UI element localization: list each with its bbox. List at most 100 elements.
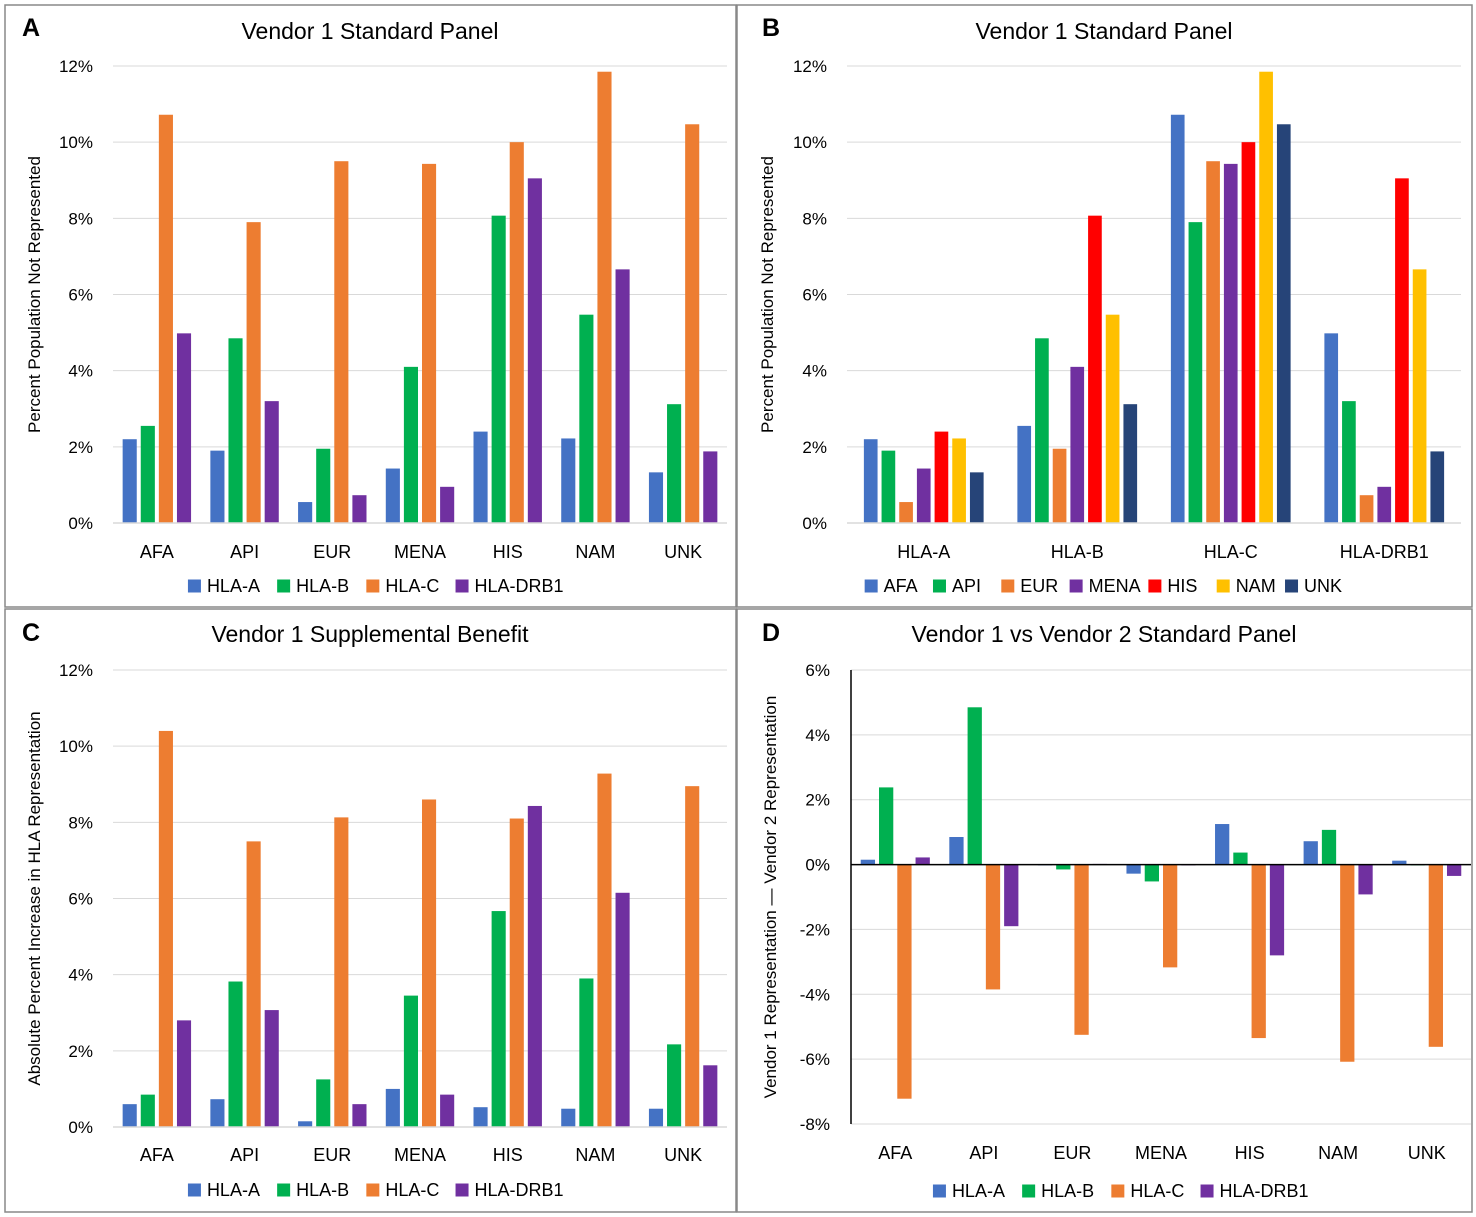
x-tick-label: UNK <box>1408 1143 1446 1163</box>
bar-mena-hla-drb1 <box>1377 486 1392 523</box>
legend-label-hla-b: HLA-B <box>296 1180 349 1200</box>
x-tick-label: EUR <box>1053 1143 1091 1163</box>
x-tick-label: EUR <box>313 1145 351 1165</box>
bar-hla-c-his <box>1251 864 1266 1039</box>
bar-eur-hla-c <box>1206 161 1220 524</box>
bar-hla-b-nam <box>579 978 594 1127</box>
bar-hla-c-afa <box>158 114 173 523</box>
y-tick-label: 4% <box>68 966 93 985</box>
bar-hla-a-mena <box>385 1088 400 1127</box>
bar-hla-drb1-nam <box>615 269 630 523</box>
legend-swatch-hla-a <box>932 1184 946 1198</box>
legend-swatch-hla-a <box>187 579 201 593</box>
bar-api-hla-a <box>881 450 896 523</box>
chart-title: Vendor 1 Standard Panel <box>241 18 498 44</box>
legend-swatch-afa <box>864 579 878 593</box>
bar-eur-hla-drb1 <box>1359 495 1374 523</box>
x-tick-label: HIS <box>1235 1143 1265 1163</box>
bar-api-hla-b <box>1035 338 1049 523</box>
chart-title: Vendor 1 vs Vendor 2 Standard Panel <box>912 621 1297 647</box>
legend-swatch-hla-b <box>277 1183 291 1197</box>
legend-label-hla-a: HLA-A <box>207 576 260 596</box>
legend-label-nam: NAM <box>1236 576 1276 596</box>
panel-letter: A <box>22 14 40 42</box>
bar-hla-c-api <box>246 841 261 1127</box>
x-tick-label: HLA-B <box>1051 542 1104 562</box>
legend-swatch-nam <box>1216 579 1230 593</box>
bar-hla-a-nam <box>561 438 576 523</box>
legend-swatch-hla-a <box>187 1183 201 1197</box>
bar-nam-hla-drb1 <box>1412 269 1427 523</box>
y-axis-label: Percent Population Not Represented <box>758 156 777 433</box>
bar-hla-drb1-his <box>527 178 542 524</box>
y-tick-label: 12% <box>59 57 93 76</box>
x-tick-label: HIS <box>493 1145 523 1165</box>
bar-hla-b-nam <box>579 314 594 523</box>
y-tick-label: 12% <box>59 661 93 680</box>
y-tick-label: 2% <box>805 791 830 810</box>
bar-eur-hla-a <box>899 502 913 523</box>
bar-hla-c-mena <box>422 163 437 524</box>
x-tick-label: NAM <box>575 1145 615 1165</box>
chart-title: Vendor 1 Supplemental Benefit <box>211 621 529 647</box>
panel-border <box>4 608 737 1213</box>
legend: AFA API EUR MENA HIS NAM UNK <box>864 576 1342 596</box>
bar-hla-c-his <box>509 142 524 523</box>
bar-hla-c-api <box>985 864 1001 990</box>
legend-label-hla-c: HLA-C <box>385 576 439 596</box>
panel-b: B Vendor 1 Standard Panel 0% 2% 4% 6% 8% 10% 12%… <box>736 4 1473 608</box>
legend-label-his: HIS <box>1167 576 1197 596</box>
legend-swatch-unk <box>1285 579 1299 593</box>
y-tick-label: 6% <box>805 661 830 680</box>
x-tick-label: HLA-A <box>897 542 950 562</box>
bar-hla-drb1-eur <box>352 1104 367 1127</box>
bar-hla-a-unk <box>648 472 664 523</box>
bar-hla-b-his <box>1233 852 1248 865</box>
bar-hla-c-unk <box>685 786 700 1127</box>
bar-api-hla-drb1 <box>1342 401 1356 523</box>
bar-unk-hla-drb1 <box>1430 451 1445 523</box>
legend-label-unk: UNK <box>1304 576 1342 596</box>
bar-his-hla-c <box>1241 142 1256 523</box>
x-tick-label: NAM <box>1318 1143 1358 1163</box>
bar-hla-b-afa <box>140 425 155 523</box>
legend-swatch-hla-c <box>366 579 380 593</box>
bar-hla-a-unk <box>648 1108 664 1127</box>
bar-hla-a-his <box>473 1107 488 1127</box>
legend-label-hla-drb1: HLA-DRB1 <box>475 576 564 596</box>
bar-hla-b-mena <box>403 366 418 523</box>
bar-nam-hla-a <box>952 438 966 523</box>
panel-letter: C <box>22 619 40 647</box>
bar-hla-b-eur <box>316 448 331 523</box>
x-tick-label: AFA <box>878 1143 912 1163</box>
legend-swatch-hla-drb1 <box>455 579 469 593</box>
y-tick-label: 0% <box>805 856 830 875</box>
bar-unk-hla-c <box>1276 124 1291 523</box>
legend-label-eur: EUR <box>1020 576 1058 596</box>
legend-swatch-api <box>932 579 946 593</box>
y-tick-label: 0% <box>68 1118 93 1137</box>
bar-hla-b-eur <box>1056 864 1071 870</box>
bar-hla-a-unk <box>1392 860 1407 865</box>
bar-hla-drb1-afa <box>176 333 192 523</box>
y-tick-label: 8% <box>68 813 93 832</box>
bar-hla-c-mena <box>422 799 437 1127</box>
y-tick-label: 8% <box>802 209 827 228</box>
bar-hla-drb1-afa <box>915 857 930 865</box>
bar-hla-c-nam <box>1340 864 1355 1062</box>
legend-swatch-hla-b <box>277 579 291 593</box>
bar-hla-a-eur <box>298 1121 313 1127</box>
bar-hla-c-eur <box>334 817 349 1127</box>
bar-afa-hla-b <box>1017 425 1032 523</box>
bar-hla-a-his <box>473 431 488 523</box>
bar-hla-a-api <box>210 1099 225 1127</box>
bar-hla-b-his <box>491 215 506 524</box>
legend-swatch-hla-b <box>1022 1184 1036 1198</box>
legend: HLA-A HLA-B HLA-C HLA-DRB1 <box>187 576 564 596</box>
bar-hla-b-unk <box>667 404 682 523</box>
bar-hla-drb1-api <box>264 401 279 523</box>
y-axis-label: Vendor 1 Representation — Vendor 2 Repre… <box>761 696 780 1099</box>
legend-swatch-hla-c <box>366 1183 380 1197</box>
bar-hla-b-his <box>491 911 506 1127</box>
panel-c: C Vendor 1 Supplemental Benefit 0% 2% 4% 6% 8%… <box>4 608 737 1213</box>
